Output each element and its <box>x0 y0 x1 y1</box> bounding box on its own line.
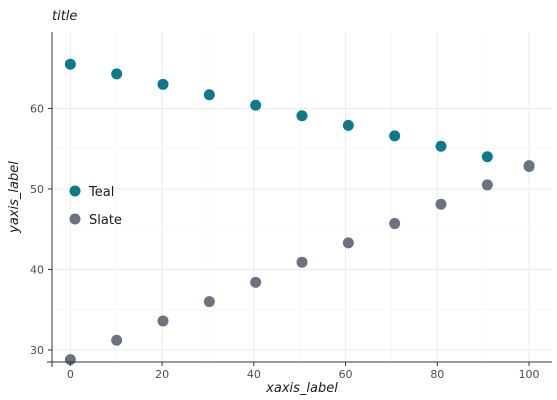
y-tick-label: 40 <box>30 263 44 276</box>
slate-point <box>342 237 354 249</box>
teal-point <box>157 78 169 90</box>
y-tick-label: 60 <box>30 102 44 115</box>
legend-key-slate <box>69 213 81 225</box>
teal-point <box>64 58 76 70</box>
plot-panel <box>52 32 552 362</box>
teal-point <box>296 110 308 122</box>
slate-point <box>203 296 215 308</box>
teal-point <box>435 140 447 152</box>
slate-point <box>296 256 308 268</box>
slate-point <box>389 218 401 230</box>
slate-point <box>435 198 447 210</box>
teal-point <box>342 119 354 131</box>
grid <box>52 32 552 362</box>
slate-point <box>481 179 493 191</box>
legend-key-teal <box>69 185 81 197</box>
legend: Teal Slate <box>69 185 122 228</box>
chart-title: title <box>52 9 77 24</box>
x-axis-title: xaxis_label <box>265 381 338 396</box>
x-tick-label: 0 <box>67 368 74 381</box>
legend-label-slate: Slate <box>89 213 122 228</box>
y-tick-label: 30 <box>30 344 44 357</box>
axes: 0 20 40 60 80 100 30 40 50 60 <box>30 32 552 381</box>
x-tick-label: 20 <box>155 368 169 381</box>
teal-point <box>250 99 262 111</box>
legend-label-teal: Teal <box>88 185 114 200</box>
teal-point <box>203 89 215 101</box>
slate-point <box>157 315 169 327</box>
x-tick-label: 100 <box>519 368 540 381</box>
y-axis-title: yaxis_label <box>7 161 22 234</box>
x-tick-label: 60 <box>339 368 353 381</box>
teal-point <box>481 151 493 163</box>
slate-point <box>250 276 262 288</box>
x-tick-label: 80 <box>430 368 444 381</box>
slate-point <box>111 334 123 346</box>
teal-point <box>111 68 123 80</box>
slate-point <box>523 160 535 172</box>
teal-point <box>389 130 401 142</box>
y-tick-label: 50 <box>30 183 44 196</box>
x-tick-label: 40 <box>247 368 261 381</box>
